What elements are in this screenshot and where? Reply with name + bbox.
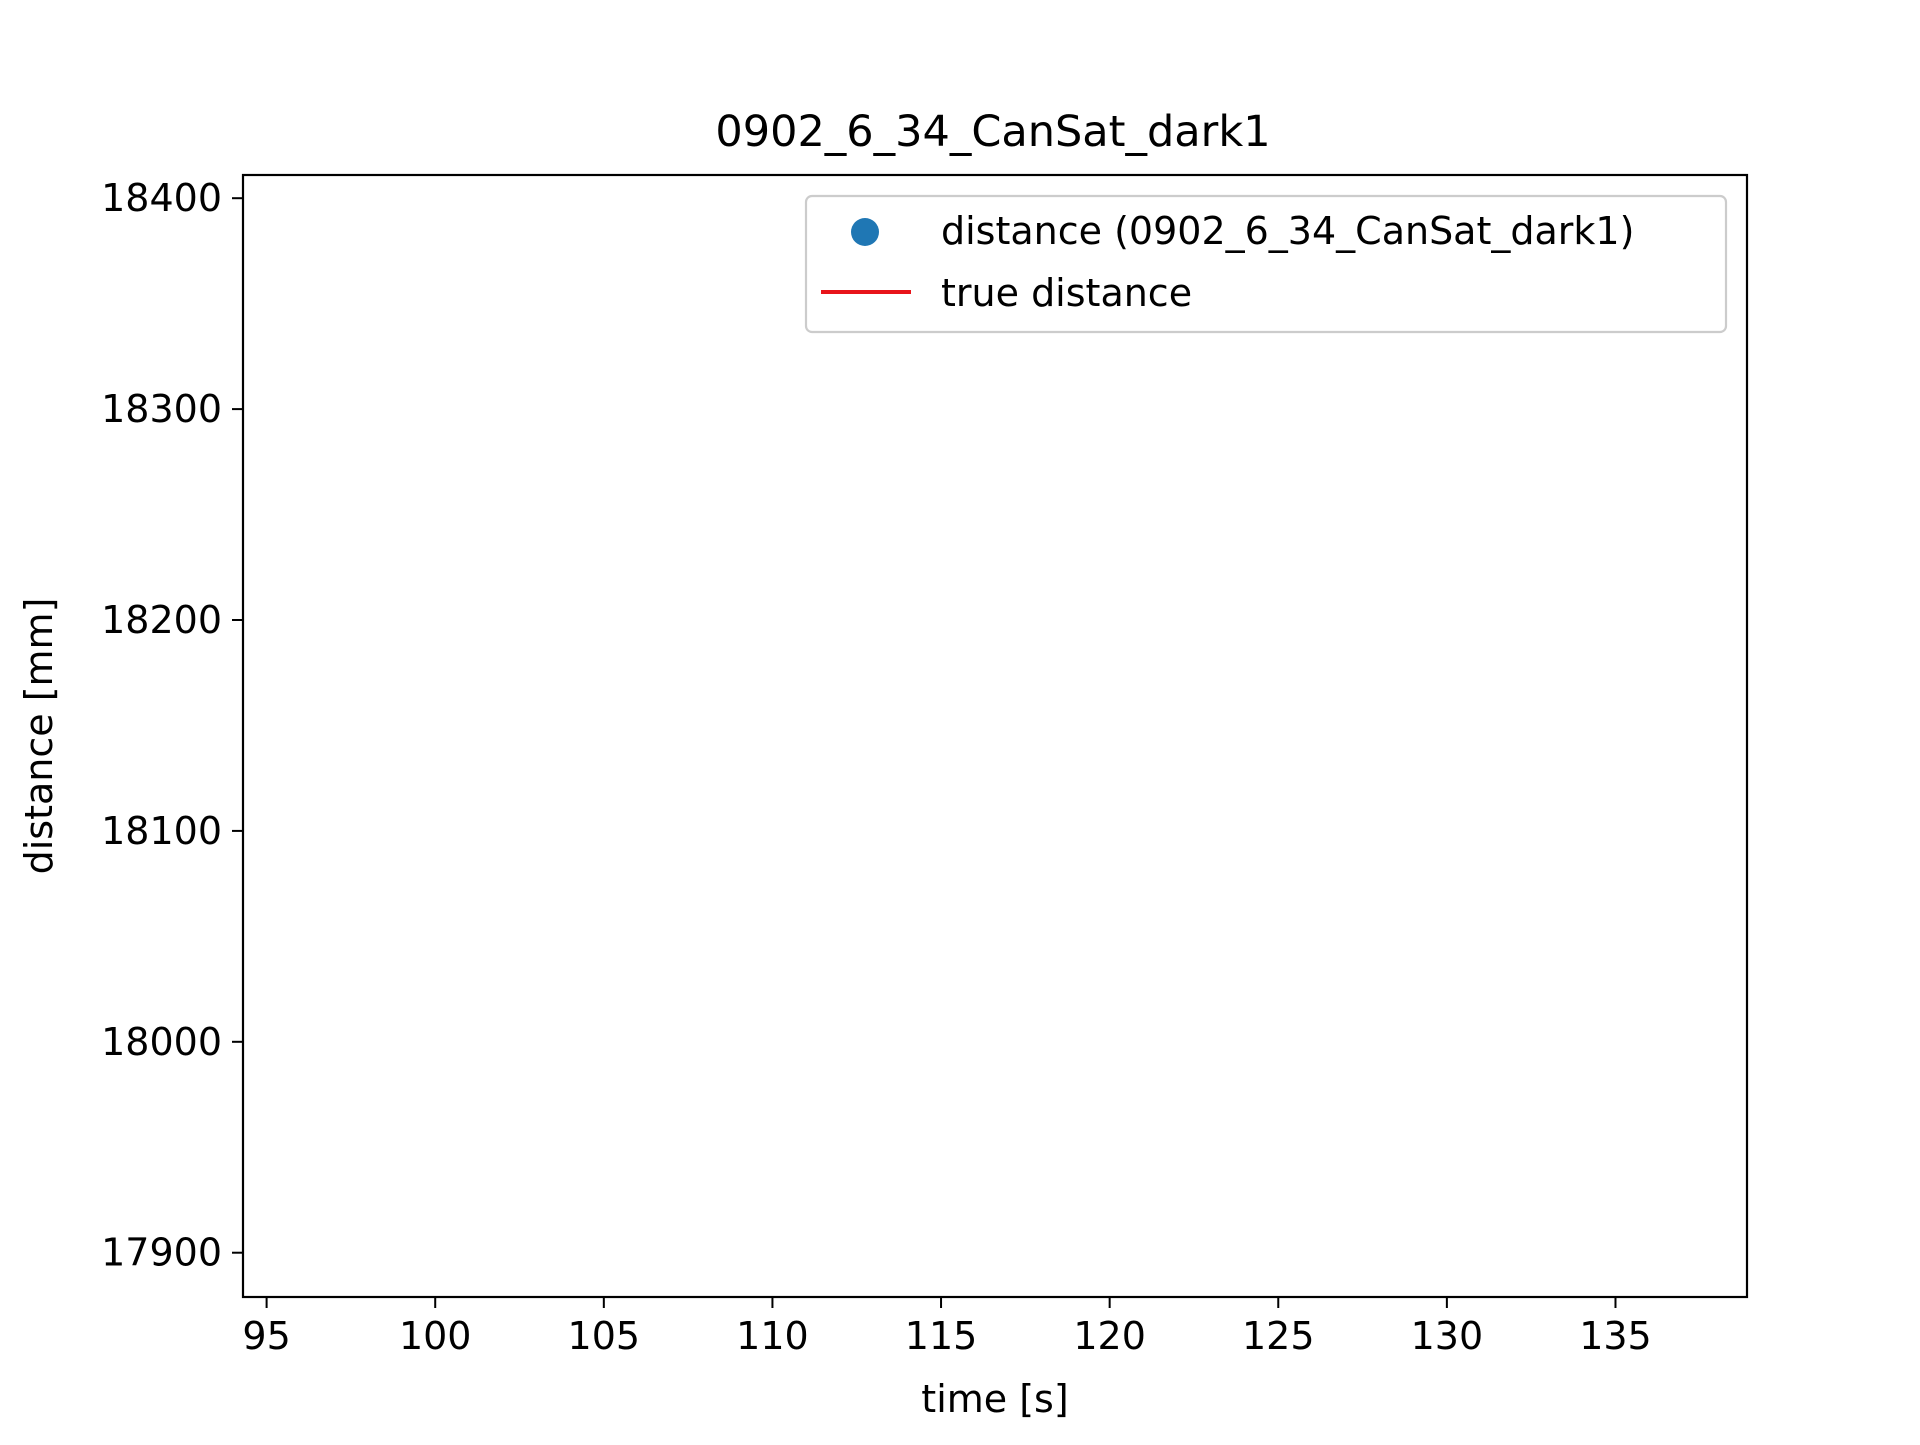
y-tick-label: 18300: [101, 387, 222, 431]
y-axis: 17900 18000 18100 18200 18300 18400: [101, 176, 243, 1275]
x-tick-label: 95: [242, 1314, 290, 1358]
y-tick-label: 18400: [101, 176, 222, 220]
x-tick-label: 125: [1242, 1314, 1315, 1358]
y-tick-label: 18000: [101, 1020, 222, 1064]
y-tick-label: 18200: [101, 598, 222, 642]
x-tick-label: 120: [1073, 1314, 1146, 1358]
plot-area: [241, 173, 1749, 1299]
x-tick-label: 110: [736, 1314, 809, 1358]
x-tick-label: 105: [568, 1314, 641, 1358]
x-tick-label: 130: [1411, 1314, 1484, 1358]
legend-entry-line: true distance: [941, 271, 1192, 315]
legend-scatter-marker: [851, 218, 879, 246]
x-axis-label: time [s]: [921, 1377, 1068, 1421]
legend-box: [804, 194, 1728, 334]
legend-entry-scatter: distance (0902_6_34_CanSat_dark1): [941, 209, 1634, 253]
y-axis-label: distance [mm]: [17, 598, 61, 875]
chart-title: 0902_6_34_CanSat_dark1: [715, 107, 1270, 157]
x-tick-label: 115: [905, 1314, 978, 1358]
legend: distance (0902_6_34_CanSat_dark1) true d…: [804, 194, 1728, 334]
y-tick-label: 17900: [101, 1231, 222, 1275]
y-tick-label: 18100: [101, 809, 222, 853]
x-axis: 95 100 105 110 115 120 125 130 135: [242, 1297, 1652, 1358]
x-tick-label: 100: [399, 1314, 472, 1358]
x-tick-label: 135: [1579, 1314, 1652, 1358]
